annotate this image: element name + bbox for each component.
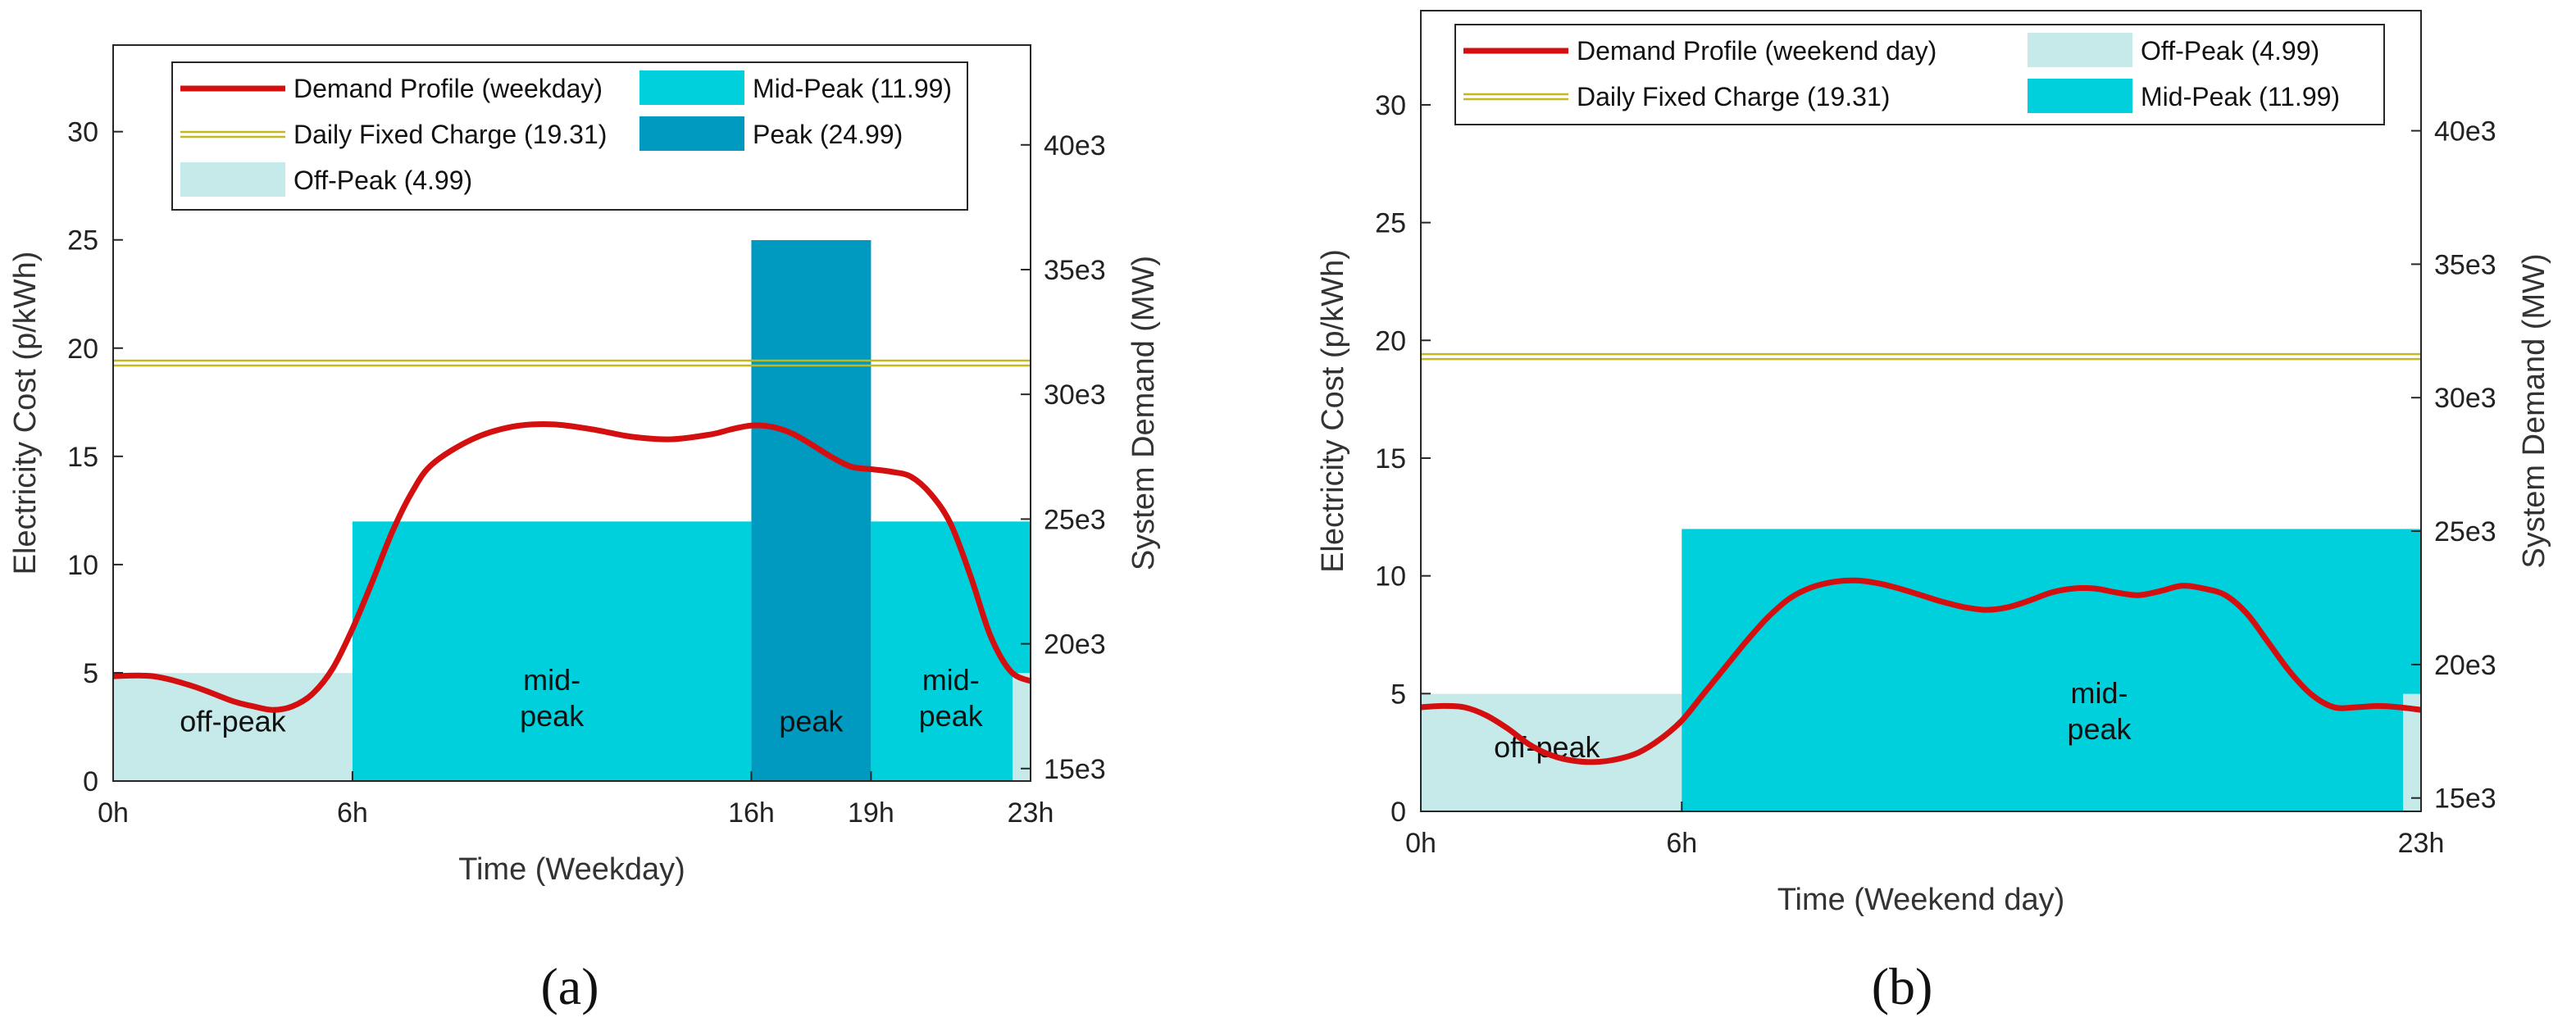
y-tick-label: 5 — [83, 658, 98, 689]
y2-tick-label: 25e3 — [1044, 504, 1106, 535]
mid-peak-band — [871, 521, 1031, 781]
x-axis-label: Time (Weekend day) — [1777, 883, 2065, 917]
legend-label: Daily Fixed Charge (19.31) — [294, 120, 607, 149]
x-tick-label: 19h — [848, 797, 894, 829]
y-tick-label: 30 — [1375, 90, 1406, 121]
y-tick-label: 0 — [1390, 797, 1406, 828]
chart-panel-b: off-peak mid-peak 0 5 10 15 20 25 30 15e3 20e3 25e3… — [1316, 10, 2551, 1015]
y-tick-label: 30 — [67, 117, 98, 148]
y2-tick-label: 20e3 — [2434, 650, 2496, 681]
legend: Demand Profile (weekend day) Off-Peak (4.… — [1454, 24, 2385, 125]
band-label: off-peak — [1494, 730, 1600, 764]
y2-tick-label: 40e3 — [2434, 116, 2496, 148]
legend-label: Mid-Peak (11.99) — [753, 74, 952, 103]
legend-label: Off-Peak (4.99) — [2141, 36, 2319, 66]
y2-tick-label: 40e3 — [1044, 130, 1106, 161]
demand-profile-line — [1420, 577, 2422, 765]
y2-tick-label: 20e3 — [1044, 629, 1106, 661]
y-tick-label: 5 — [1390, 679, 1406, 710]
y-tick-label: 25 — [67, 225, 98, 257]
y-tick-label: 15 — [67, 442, 98, 473]
legend-swatch — [180, 162, 285, 197]
x-tick-label: 6h — [337, 797, 368, 829]
legend-label: Peak (24.99) — [753, 120, 903, 149]
y-tick-label: 20 — [67, 334, 98, 365]
legend-swatch — [639, 116, 744, 151]
mid-peak-band — [1682, 529, 2421, 811]
peak-band — [751, 239, 872, 782]
off-peak-band-tail — [1013, 673, 1031, 781]
axes-frame — [112, 44, 1031, 782]
y-axis-label: Electricity Cost (p/kWh) — [8, 252, 43, 575]
legend-label: Demand Profile (weekend day) — [1577, 36, 1937, 66]
x-tick-label: 6h — [1666, 828, 1697, 859]
y2-tick-label: 30e3 — [2434, 383, 2496, 414]
demand-profile-line — [112, 421, 1032, 713]
y2-tick-label: 30e3 — [1044, 379, 1106, 411]
legend-label: Off-Peak (4.99) — [294, 166, 472, 195]
y2-tick-label: 25e3 — [2434, 516, 2496, 547]
x-tick-label: 23h — [1008, 797, 1054, 829]
band-label: mid-peak — [2067, 676, 2132, 746]
band-label: peak — [779, 704, 844, 738]
legend-label: Demand Profile (weekday) — [294, 74, 603, 103]
legend-label: Daily Fixed Charge (19.31) — [1577, 82, 1890, 111]
y2-tick-label: 15e3 — [1044, 754, 1106, 785]
y-tick-label: 10 — [1375, 561, 1406, 593]
y-tick-label: 10 — [67, 550, 98, 581]
y-axis-label: Electricity Cost (p/kWh) — [1316, 249, 1350, 573]
legend-swatch — [639, 70, 744, 105]
y2-axis-label: System Demand (MW) — [1126, 256, 1161, 570]
y2-tick-label: 15e3 — [2434, 783, 2496, 815]
y2-tick-label: 35e3 — [2434, 249, 2496, 280]
y-tick-label: 15 — [1375, 443, 1406, 475]
legend: Demand Profile (weekday) Mid-Peak (11.99)… — [171, 61, 968, 211]
y-tick-label: 20 — [1375, 325, 1406, 357]
legend-label: Mid-Peak (11.99) — [2141, 82, 2340, 111]
x-tick-label: 0h — [1405, 828, 1436, 859]
mid-peak-band — [352, 521, 752, 781]
y-tick-label: 0 — [83, 766, 98, 797]
panel-label: (a) — [540, 957, 598, 1015]
x-axis-label: Time (Weekday) — [458, 852, 685, 887]
off-peak-band-tail — [2403, 693, 2421, 811]
legend-box — [1454, 24, 2385, 125]
x-tick-label: 23h — [2398, 828, 2445, 859]
panel-label: (b) — [1872, 957, 1933, 1015]
legend-swatch — [2028, 33, 2132, 67]
x-tick-label: 16h — [728, 797, 775, 829]
band-label: mid-peak — [520, 663, 585, 733]
y2-tick-label: 35e3 — [1044, 255, 1106, 286]
y-tick-label: 25 — [1375, 208, 1406, 239]
axes-frame — [1420, 10, 2422, 812]
band-label: mid-peak — [919, 663, 984, 733]
x-tick-label: 0h — [98, 797, 129, 829]
legend-box — [171, 61, 968, 211]
y2-axis-label: System Demand (MW) — [2517, 253, 2551, 568]
legend-swatch — [2028, 79, 2132, 113]
